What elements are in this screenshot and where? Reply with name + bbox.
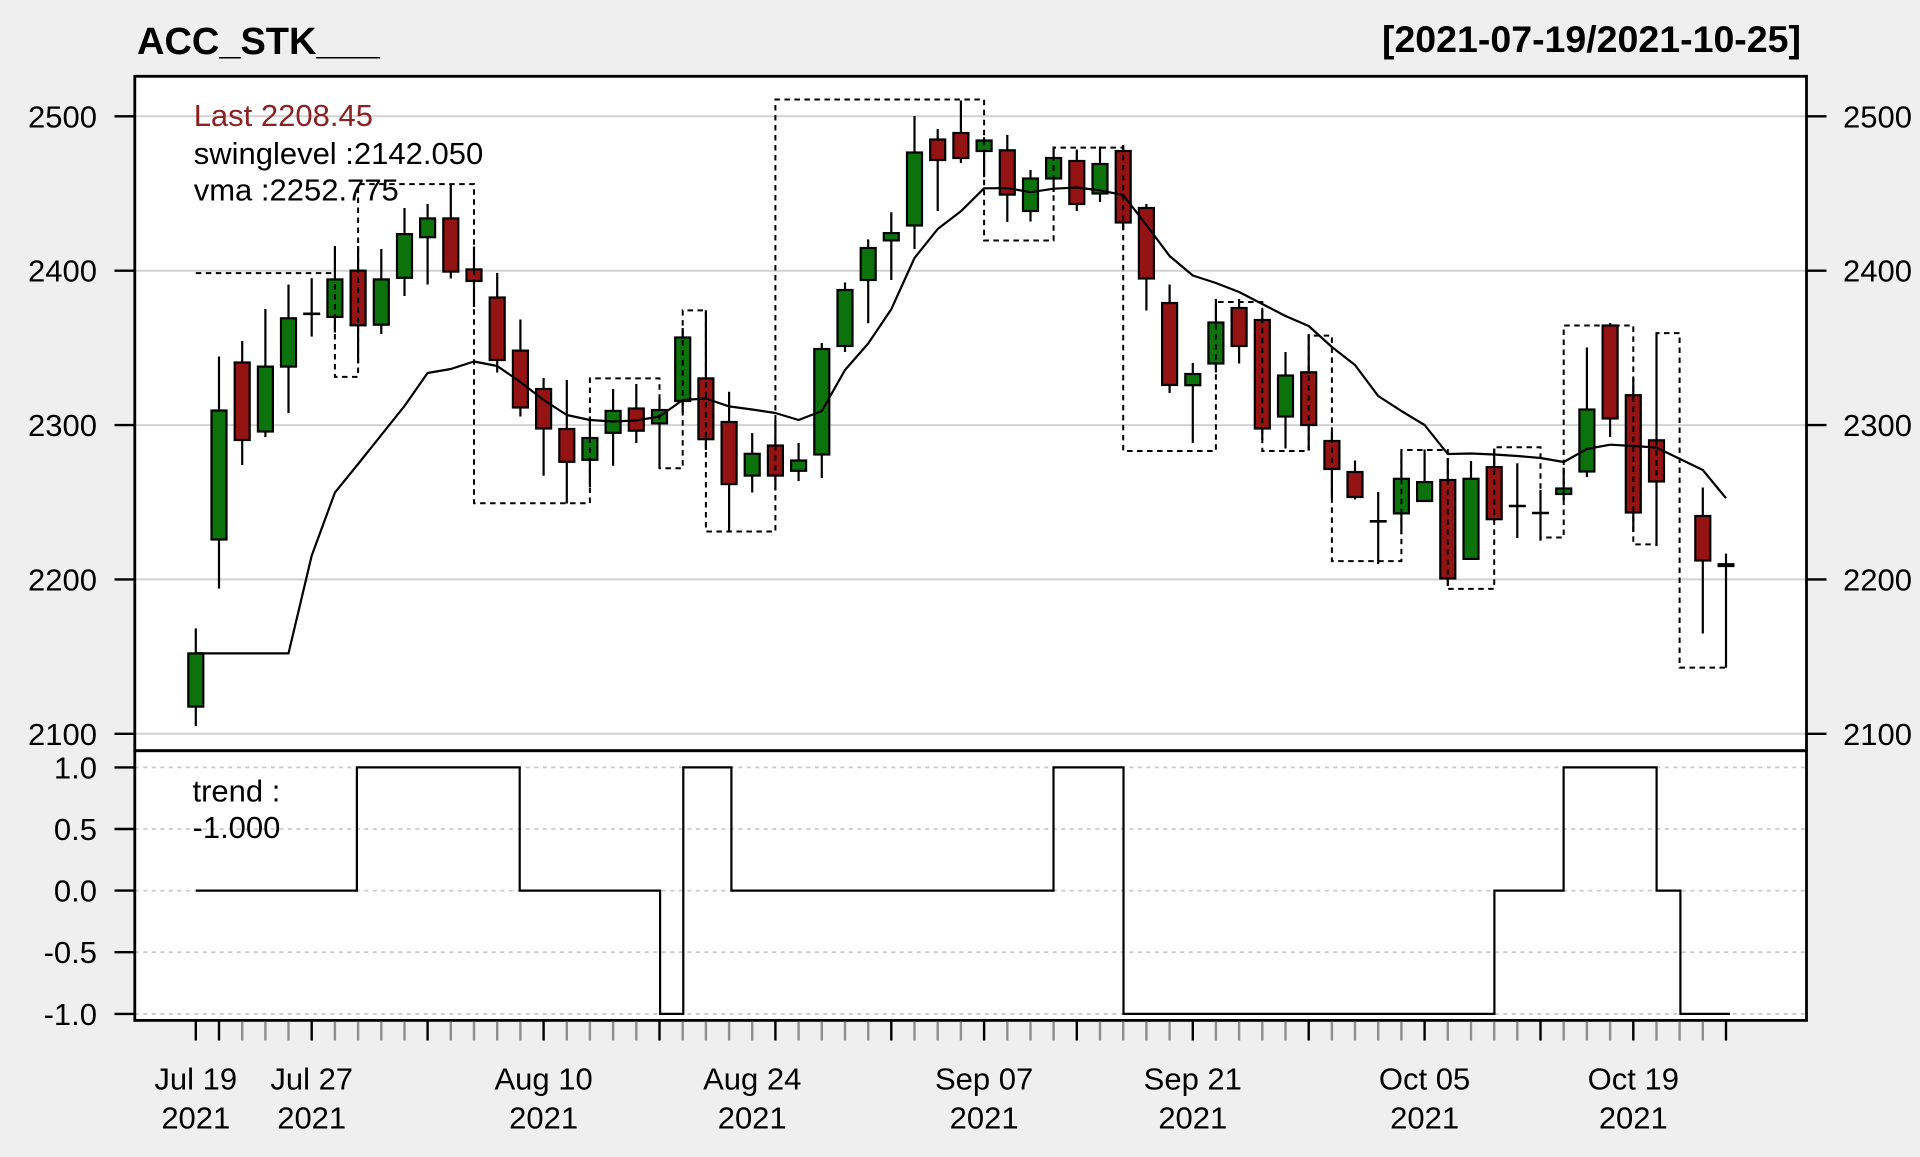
svg-text:-0.5: -0.5: [44, 935, 97, 970]
svg-text:Aug 24: Aug 24: [703, 1061, 801, 1096]
svg-text:2200: 2200: [28, 562, 97, 597]
svg-text:swinglevel :2142.050: swinglevel :2142.050: [194, 136, 484, 171]
svg-text:Last 2208.45: Last 2208.45: [194, 98, 373, 133]
svg-text:1.0: 1.0: [54, 750, 97, 785]
svg-text:2021: 2021: [277, 1100, 346, 1135]
svg-text:Jul 19: Jul 19: [154, 1061, 237, 1096]
svg-text:ACC_STK___: ACC_STK___: [137, 21, 381, 63]
svg-text:2100: 2100: [1843, 717, 1912, 752]
svg-text:Sep 07: Sep 07: [935, 1061, 1033, 1096]
svg-text:2021: 2021: [509, 1100, 578, 1135]
svg-text:Oct 19: Oct 19: [1588, 1061, 1679, 1096]
svg-text:Oct 05: Oct 05: [1379, 1061, 1470, 1096]
svg-text:2300: 2300: [1843, 408, 1912, 443]
svg-text:Sep 21: Sep 21: [1144, 1061, 1242, 1096]
svg-text:2500: 2500: [28, 99, 97, 134]
svg-text:0.5: 0.5: [54, 812, 97, 847]
svg-text:-1.0: -1.0: [44, 997, 97, 1032]
svg-text:2400: 2400: [1843, 254, 1912, 289]
svg-text:0.0: 0.0: [54, 874, 97, 909]
svg-text:vma :2252.775: vma :2252.775: [194, 173, 399, 208]
svg-text:2021: 2021: [1390, 1100, 1459, 1135]
svg-text:Jul 27: Jul 27: [270, 1061, 353, 1096]
svg-text:trend :: trend :: [193, 774, 281, 809]
svg-text:2400: 2400: [28, 254, 97, 289]
svg-text:[2021-07-19/2021-10-25]: [2021-07-19/2021-10-25]: [1382, 18, 1801, 60]
svg-text:2021: 2021: [718, 1100, 787, 1135]
svg-text:-1.000: -1.000: [193, 810, 281, 845]
svg-text:2200: 2200: [1843, 562, 1912, 597]
svg-text:2021: 2021: [1599, 1100, 1668, 1135]
svg-text:2021: 2021: [161, 1100, 230, 1135]
svg-text:2300: 2300: [28, 408, 97, 443]
svg-text:2021: 2021: [950, 1100, 1019, 1135]
svg-text:2021: 2021: [1158, 1100, 1227, 1135]
svg-text:Aug 10: Aug 10: [494, 1061, 592, 1096]
svg-text:2500: 2500: [1843, 99, 1912, 134]
svg-text:2100: 2100: [28, 717, 97, 752]
